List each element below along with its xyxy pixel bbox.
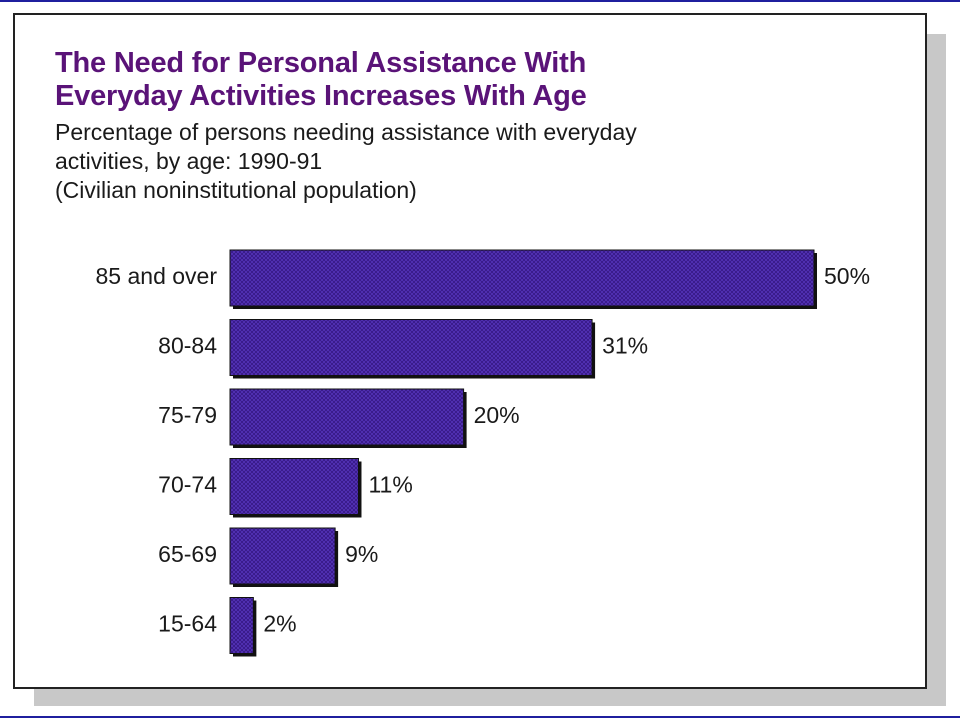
bottom-border-line [0, 716, 960, 718]
bar [229, 527, 336, 585]
chart-subtitle-line-1: Percentage of persons needing assistance… [55, 119, 637, 145]
bar [229, 388, 465, 446]
chart-subtitle: Percentage of persons needing assistance… [55, 118, 637, 205]
value-label: 31% [602, 333, 648, 359]
bar [229, 597, 254, 654]
category-label: 75-79 [158, 402, 217, 428]
category-label: 65-69 [158, 541, 217, 567]
value-label: 20% [474, 402, 520, 428]
value-label: 50% [824, 263, 870, 289]
bars-group: 85 and over 50% 80-84 31% 75-79 20% 70-74 11% 65… [96, 249, 870, 657]
chart-card: The Need for Personal Assistance With Ev… [13, 13, 927, 689]
category-label: 85 and over [96, 263, 218, 289]
category-label: 70-74 [158, 472, 217, 498]
bar [229, 249, 815, 307]
bar [229, 458, 359, 515]
value-label: 9% [345, 541, 378, 567]
chart-title-line-2: Everyday Activities Increases With Age [55, 80, 587, 112]
category-label: 80-84 [158, 333, 217, 359]
chart-title-line-1: The Need for Personal Assistance With [55, 47, 587, 79]
bar [229, 319, 593, 376]
chart-subtitle-line-2: activities, by age: 1990-91 [55, 148, 323, 174]
category-label: 15-64 [158, 611, 217, 637]
value-label: 2% [263, 611, 296, 637]
chart-title: The Need for Personal Assistance With Ev… [55, 47, 587, 113]
chart-subtitle-line-3: (Civilian noninstitutional population) [55, 177, 417, 203]
top-border-line [0, 0, 960, 2]
value-label: 11% [368, 472, 412, 498]
bar-chart: 85 and over 50% 80-84 31% 75-79 20% 70-74 11% 65… [96, 249, 870, 657]
